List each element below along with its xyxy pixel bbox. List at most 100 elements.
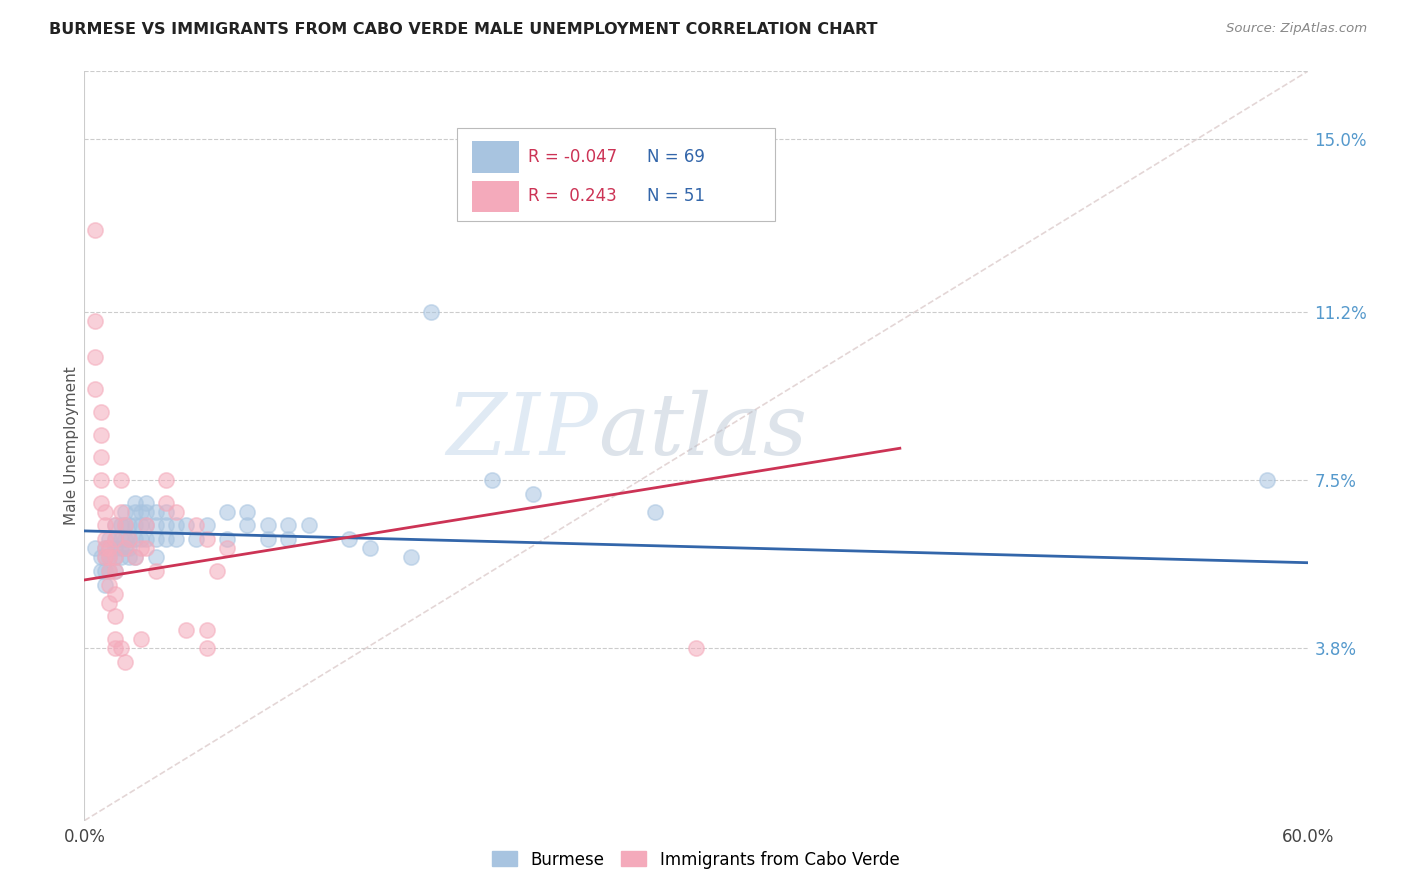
Point [118, 518, 141, 533]
Point [104, 550, 127, 565]
Point [236, 518, 259, 533]
Point [174, 518, 197, 533]
Point [155, 532, 177, 546]
Point [174, 623, 197, 637]
Point [195, 641, 218, 656]
Point [93, 505, 115, 519]
Point [135, 496, 157, 510]
Point [124, 550, 146, 565]
Text: R = -0.047: R = -0.047 [529, 148, 617, 166]
Point [257, 532, 280, 546]
Point [110, 641, 132, 656]
Point [110, 550, 132, 565]
Point [155, 496, 177, 510]
Point [104, 564, 127, 578]
Point [685, 641, 707, 656]
FancyBboxPatch shape [472, 141, 519, 172]
Point [114, 518, 136, 533]
Point [135, 518, 157, 533]
Point [93, 550, 115, 565]
Point [97, 596, 120, 610]
Point [93, 577, 115, 591]
Point [399, 550, 422, 565]
Text: N = 69: N = 69 [647, 148, 704, 166]
Text: Source: ZipAtlas.com: Source: ZipAtlas.com [1226, 22, 1367, 36]
Point [155, 518, 177, 533]
Point [90, 427, 112, 442]
Point [104, 586, 127, 600]
Point [93, 541, 115, 556]
Point [165, 518, 187, 533]
Point [93, 532, 115, 546]
Point [104, 518, 127, 533]
Point [90, 496, 112, 510]
Point [97, 577, 120, 591]
Point [236, 505, 259, 519]
Point [104, 518, 127, 533]
Point [124, 496, 146, 510]
Point [195, 623, 218, 637]
Point [257, 518, 280, 533]
Point [277, 532, 299, 546]
Point [145, 532, 167, 546]
Point [124, 505, 146, 519]
Point [124, 550, 146, 565]
Point [135, 518, 157, 533]
Point [186, 532, 208, 546]
Point [145, 518, 167, 533]
Point [104, 541, 127, 556]
Point [131, 632, 153, 646]
Point [131, 505, 153, 519]
Point [298, 518, 321, 533]
Point [93, 550, 115, 565]
Point [114, 541, 136, 556]
Point [124, 518, 146, 533]
Point [83, 382, 105, 396]
Text: ZIP: ZIP [446, 390, 598, 473]
Point [104, 609, 127, 624]
Point [155, 473, 177, 487]
Legend: Burmese, Immigrants from Cabo Verde: Burmese, Immigrants from Cabo Verde [492, 850, 900, 869]
Text: R =  0.243: R = 0.243 [529, 187, 617, 205]
Point [104, 632, 127, 646]
Point [97, 532, 120, 546]
Point [104, 550, 127, 565]
Point [90, 473, 112, 487]
Point [90, 550, 112, 565]
Point [359, 541, 381, 556]
Point [90, 564, 112, 578]
Point [118, 541, 141, 556]
Point [90, 450, 112, 465]
Point [83, 223, 105, 237]
Y-axis label: Male Unemployment: Male Unemployment [63, 367, 79, 525]
Text: BURMESE VS IMMIGRANTS FROM CABO VERDE MALE UNEMPLOYMENT CORRELATION CHART: BURMESE VS IMMIGRANTS FROM CABO VERDE MA… [49, 22, 877, 37]
Point [114, 518, 136, 533]
Point [277, 518, 299, 533]
Point [114, 541, 136, 556]
Point [217, 505, 239, 519]
Point [110, 505, 132, 519]
Point [155, 505, 177, 519]
Point [83, 351, 105, 365]
Point [481, 473, 503, 487]
Point [97, 564, 120, 578]
Point [114, 655, 136, 669]
Point [135, 505, 157, 519]
Point [93, 518, 115, 533]
Point [114, 505, 136, 519]
Point [97, 564, 120, 578]
Point [104, 564, 127, 578]
Point [420, 305, 443, 319]
Point [118, 532, 141, 546]
Point [97, 541, 120, 556]
FancyBboxPatch shape [457, 128, 776, 221]
Point [118, 550, 141, 565]
Point [195, 518, 218, 533]
Point [83, 314, 105, 328]
Point [93, 541, 115, 556]
Point [110, 541, 132, 556]
Point [104, 532, 127, 546]
Point [131, 541, 153, 556]
Point [97, 541, 120, 556]
Point [131, 532, 153, 546]
